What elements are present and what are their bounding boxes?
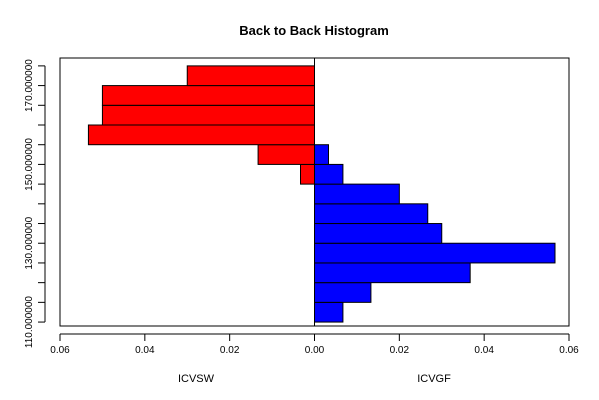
bars-layer bbox=[87, 65, 556, 323]
chart-title: Back to Back Histogram bbox=[239, 23, 389, 38]
left-bar-5 bbox=[186, 65, 315, 87]
right-bar-0 bbox=[314, 301, 344, 323]
x-tick-label-left-0: 0.06 bbox=[50, 345, 70, 356]
x-tick-label-right-2: 0.06 bbox=[559, 345, 579, 356]
y-tick-label-2: 150.000000 bbox=[24, 138, 35, 191]
x-tick-label-left-1: 0.04 bbox=[135, 345, 155, 356]
right-bar-7 bbox=[314, 163, 344, 185]
left-bar-1 bbox=[257, 144, 316, 165]
left-bar-3 bbox=[101, 104, 315, 126]
right-bar-1 bbox=[314, 282, 372, 303]
left-bar-4 bbox=[101, 85, 315, 106]
right-bar-2 bbox=[314, 262, 471, 284]
right-bar-4 bbox=[314, 223, 443, 244]
axes-layer: 110.000000 130.000000 150.000000 170.000000… bbox=[24, 59, 579, 356]
left-bar-0 bbox=[300, 163, 316, 185]
right-series-label: ICVGF bbox=[417, 373, 451, 385]
right-bar-3 bbox=[314, 242, 556, 264]
left-series-label: ICVSW bbox=[178, 373, 215, 385]
right-bar-5 bbox=[314, 203, 429, 225]
x-tick-label-right-0: 0.02 bbox=[390, 345, 410, 356]
right-bar-6 bbox=[314, 183, 400, 205]
y-tick-label-0: 110.000000 bbox=[24, 296, 35, 349]
x-tick-label-left-3: 0.00 bbox=[305, 345, 325, 356]
y-tick-label-1: 130.000000 bbox=[24, 216, 35, 269]
left-bar-2 bbox=[87, 124, 315, 146]
y-tick-label-3: 170.000000 bbox=[24, 59, 35, 112]
right-bar-8 bbox=[314, 144, 329, 165]
x-tick-label-right-1: 0.04 bbox=[474, 345, 494, 356]
x-tick-label-left-2: 0.02 bbox=[220, 345, 240, 356]
